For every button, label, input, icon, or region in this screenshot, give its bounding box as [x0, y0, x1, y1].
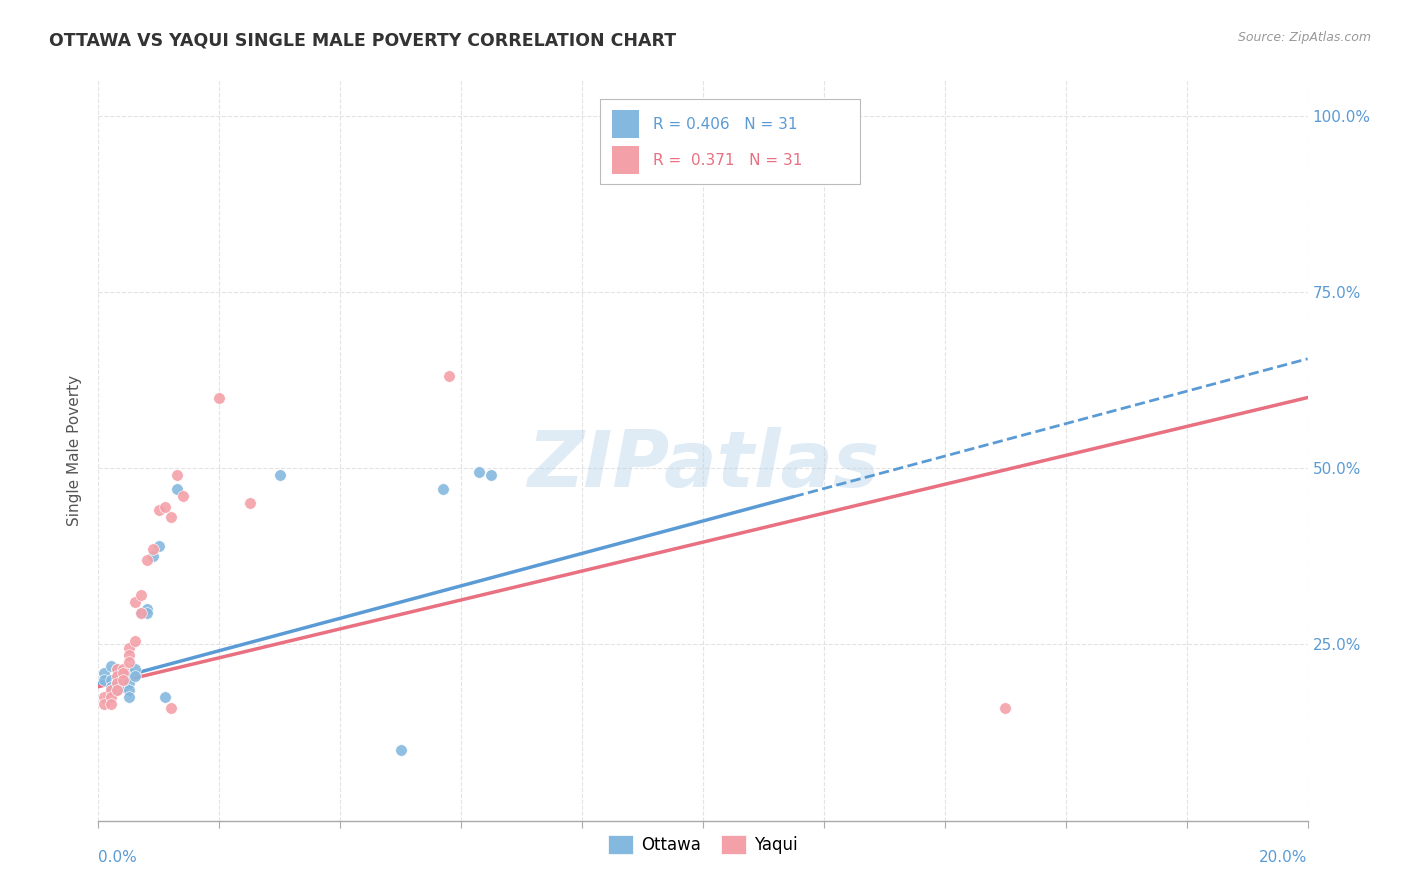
Point	[172, 489, 194, 503]
Point	[468, 465, 491, 479]
Point	[239, 496, 262, 510]
Point	[100, 698, 122, 712]
Point	[142, 549, 165, 564]
Point	[100, 680, 122, 694]
Point	[208, 391, 231, 405]
Text: 0.0%: 0.0%	[98, 850, 138, 865]
Point	[93, 690, 115, 705]
Point	[100, 658, 122, 673]
Text: OTTAWA VS YAQUI SINGLE MALE POVERTY CORRELATION CHART: OTTAWA VS YAQUI SINGLE MALE POVERTY CORR…	[49, 31, 676, 49]
Point	[124, 633, 146, 648]
Point	[135, 553, 157, 567]
Point	[129, 606, 152, 620]
Point	[148, 503, 170, 517]
Point	[166, 468, 188, 483]
Point	[166, 482, 188, 496]
Point	[661, 140, 683, 154]
Point	[994, 701, 1017, 715]
Point	[124, 669, 146, 683]
Point	[135, 602, 157, 616]
Point	[111, 673, 134, 687]
Point	[100, 673, 122, 687]
Point	[93, 673, 115, 687]
Point	[129, 588, 152, 602]
Point	[148, 539, 170, 553]
Text: ZIPatlas: ZIPatlas	[527, 427, 879, 503]
Point	[432, 482, 454, 496]
Point	[111, 665, 134, 680]
Bar	[613, 111, 638, 138]
Point	[111, 665, 134, 680]
Point	[481, 468, 503, 483]
Point	[105, 683, 128, 698]
Point	[124, 595, 146, 609]
Point	[93, 698, 115, 712]
Point	[105, 669, 128, 683]
Point	[118, 690, 141, 705]
Point	[153, 690, 176, 705]
Point	[105, 662, 128, 676]
Point	[118, 648, 141, 662]
Point	[437, 369, 460, 384]
Text: R = 0.406   N = 31: R = 0.406 N = 31	[654, 117, 799, 132]
Legend: Ottawa, Yaqui: Ottawa, Yaqui	[602, 828, 804, 861]
Point	[135, 606, 157, 620]
Text: Source: ZipAtlas.com: Source: ZipAtlas.com	[1237, 31, 1371, 45]
Point	[153, 500, 176, 514]
Point	[118, 676, 141, 690]
Point	[105, 662, 128, 676]
Point	[100, 690, 122, 705]
Point	[100, 683, 122, 698]
FancyBboxPatch shape	[600, 99, 860, 184]
Y-axis label: Single Male Poverty: Single Male Poverty	[67, 375, 83, 526]
Point	[124, 662, 146, 676]
Point	[105, 673, 128, 687]
Point	[118, 665, 141, 680]
Point	[105, 676, 128, 690]
Point	[118, 655, 141, 669]
Point	[118, 683, 141, 698]
Point	[129, 606, 152, 620]
Point	[160, 701, 183, 715]
Point	[269, 468, 291, 483]
Bar	[613, 146, 638, 174]
Text: 20.0%: 20.0%	[1260, 850, 1308, 865]
Point	[111, 680, 134, 694]
Point	[93, 665, 115, 680]
Text: R =  0.371   N = 31: R = 0.371 N = 31	[654, 153, 803, 168]
Point	[105, 676, 128, 690]
Point	[111, 673, 134, 687]
Point	[142, 542, 165, 557]
Point	[160, 510, 183, 524]
Point	[111, 662, 134, 676]
Point	[389, 743, 412, 757]
Point	[105, 683, 128, 698]
Point	[118, 640, 141, 655]
